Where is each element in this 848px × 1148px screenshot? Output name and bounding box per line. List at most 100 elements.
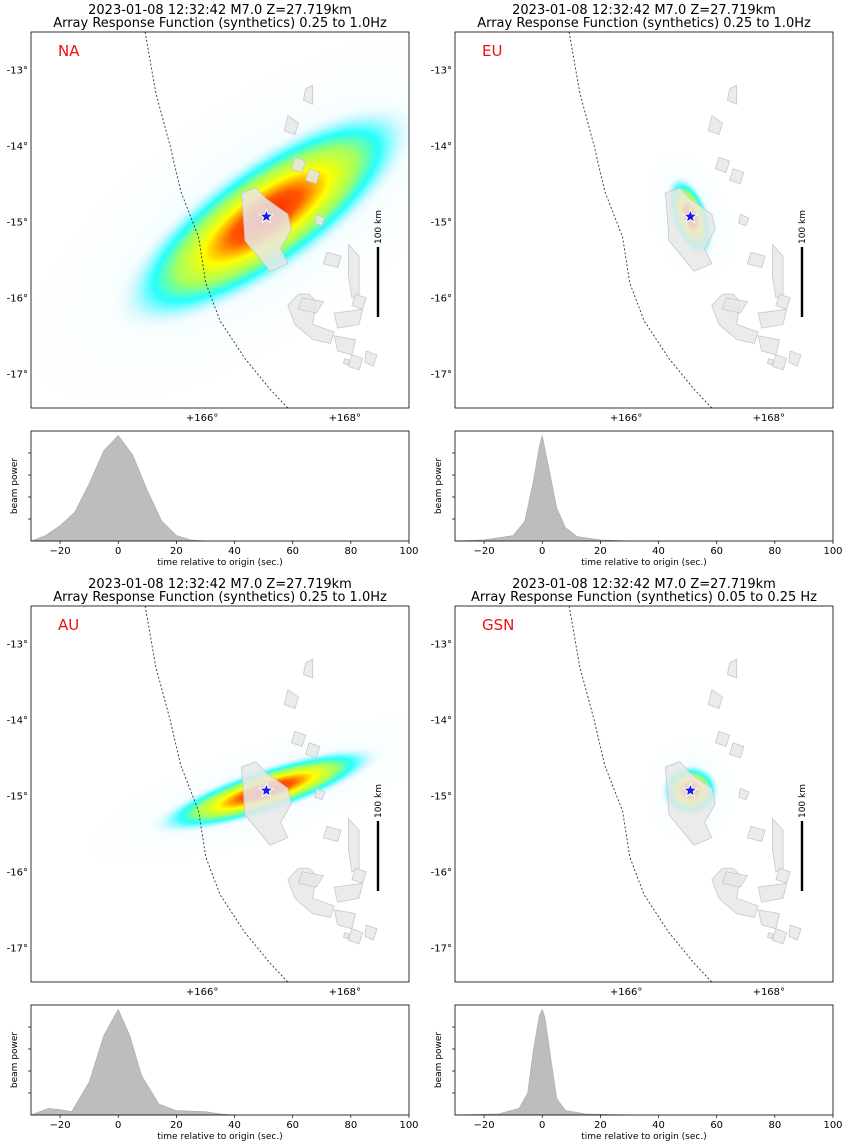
epicenter-star — [258, 782, 275, 798]
island — [302, 658, 314, 679]
title-line1: 2023-01-08 12:32:42 M7.0 Z=27.719km — [88, 3, 352, 18]
beam-xtick-label: 60 — [286, 1120, 299, 1131]
trench-line — [144, 606, 289, 982]
beam-xtick-label: −20 — [474, 546, 495, 557]
beam-frame — [30, 1004, 410, 1116]
map-frame — [30, 605, 410, 983]
beam-plot: −20 0 20 40 60 80 100 time relative to origin (… — [10, 1004, 419, 1142]
lon-tick-label: +168° — [753, 987, 785, 998]
title-line2: Array Response Function (synthetics) 0.0… — [471, 590, 817, 605]
island — [766, 358, 774, 366]
beam-xlabel: time relative to origin (sec.) — [157, 1132, 282, 1142]
island — [729, 742, 745, 759]
beam-xtick-label: 0 — [539, 546, 545, 557]
islands — [240, 658, 378, 945]
island — [757, 308, 788, 329]
lat-tick-label: -14° — [7, 141, 28, 152]
island — [746, 251, 766, 268]
island — [721, 297, 749, 314]
lat-tick-label: -14° — [7, 715, 28, 726]
island — [322, 825, 342, 842]
island — [707, 114, 723, 136]
map-area — [455, 32, 833, 408]
lat-tick-label: -15° — [431, 791, 452, 802]
beam-xtick-label: 80 — [768, 546, 781, 557]
lon-tick-label: +166° — [186, 987, 218, 998]
map-area — [31, 606, 409, 982]
lat-tick-label: -15° — [7, 217, 28, 228]
island — [771, 354, 788, 371]
beam-xlabel: time relative to origin (sec.) — [157, 558, 282, 568]
island — [297, 297, 325, 314]
beam-power-area — [454, 435, 630, 542]
island — [729, 168, 745, 185]
trench-line — [144, 32, 289, 408]
island — [333, 308, 364, 329]
island — [347, 354, 364, 371]
beam-xtick-label: 0 — [115, 546, 121, 557]
island — [240, 187, 292, 272]
island — [351, 867, 367, 884]
beam-xtick-label: 80 — [344, 1120, 357, 1131]
island — [788, 924, 802, 941]
lat-tick-label: -15° — [7, 791, 28, 802]
island — [726, 84, 738, 105]
beam-xtick-label: 60 — [710, 546, 723, 557]
beam-ylabel: beam power — [10, 458, 20, 515]
lon-tick-label: +168° — [753, 413, 785, 424]
beam-frame — [454, 430, 834, 542]
beam-power-area — [30, 1009, 235, 1116]
map-frame — [454, 605, 834, 983]
lat-tick-label: -17° — [431, 943, 452, 954]
island — [302, 84, 314, 105]
title-line1: 2023-01-08 12:32:42 M7.0 Z=27.719km — [512, 3, 776, 18]
map-frame — [454, 31, 834, 409]
beam-plot: −20 0 20 40 60 80 100 time relative to origin (… — [434, 430, 843, 568]
island — [738, 213, 750, 227]
island — [775, 293, 791, 310]
lat-tick-label: -13° — [7, 639, 28, 650]
beam-xtick-label: 100 — [399, 1120, 418, 1131]
panel-label: GSN — [482, 616, 514, 634]
island — [240, 761, 292, 846]
lat-tick-label: -16° — [431, 867, 452, 878]
lon-tick-label: +168° — [329, 987, 361, 998]
beam-ylabel: beam power — [434, 458, 444, 515]
island — [757, 882, 788, 903]
beam-xtick-label: 40 — [652, 546, 665, 557]
lat-tick-label: -16° — [431, 293, 452, 304]
lon-tick-label: +166° — [610, 413, 642, 424]
lon-tick-label: +166° — [610, 987, 642, 998]
map-frame — [30, 31, 410, 409]
beam-xtick-label: 20 — [170, 546, 183, 557]
beam-xlabel: time relative to origin (sec.) — [581, 558, 706, 568]
panel-label: EU — [482, 42, 502, 60]
panel-label: AU — [58, 616, 79, 634]
island — [297, 871, 325, 888]
beam-xtick-label: 20 — [594, 546, 607, 557]
beam-ylabel: beam power — [434, 1032, 444, 1089]
beam-background — [455, 1005, 833, 1115]
beam-xtick-label: 100 — [823, 1120, 842, 1131]
beam-background — [455, 431, 833, 541]
beam-xtick-label: 60 — [286, 546, 299, 557]
island — [342, 358, 350, 366]
island — [314, 787, 326, 801]
island — [714, 730, 731, 748]
lat-tick-label: -16° — [7, 867, 28, 878]
beam-xtick-label: 40 — [228, 1120, 241, 1131]
beam-xtick-label: 20 — [170, 1120, 183, 1131]
lat-tick-label: -13° — [431, 639, 452, 650]
island — [738, 787, 750, 801]
island — [351, 293, 367, 310]
lat-tick-label: -15° — [431, 217, 452, 228]
map-area — [31, 32, 409, 408]
title-line1: 2023-01-08 12:32:42 M7.0 Z=27.719km — [512, 577, 776, 592]
beam-frame — [454, 1004, 834, 1116]
island — [290, 156, 307, 174]
lat-tick-label: -17° — [7, 943, 28, 954]
trench-line — [568, 32, 713, 408]
lat-tick-label: -13° — [7, 65, 28, 76]
islands — [664, 658, 802, 945]
